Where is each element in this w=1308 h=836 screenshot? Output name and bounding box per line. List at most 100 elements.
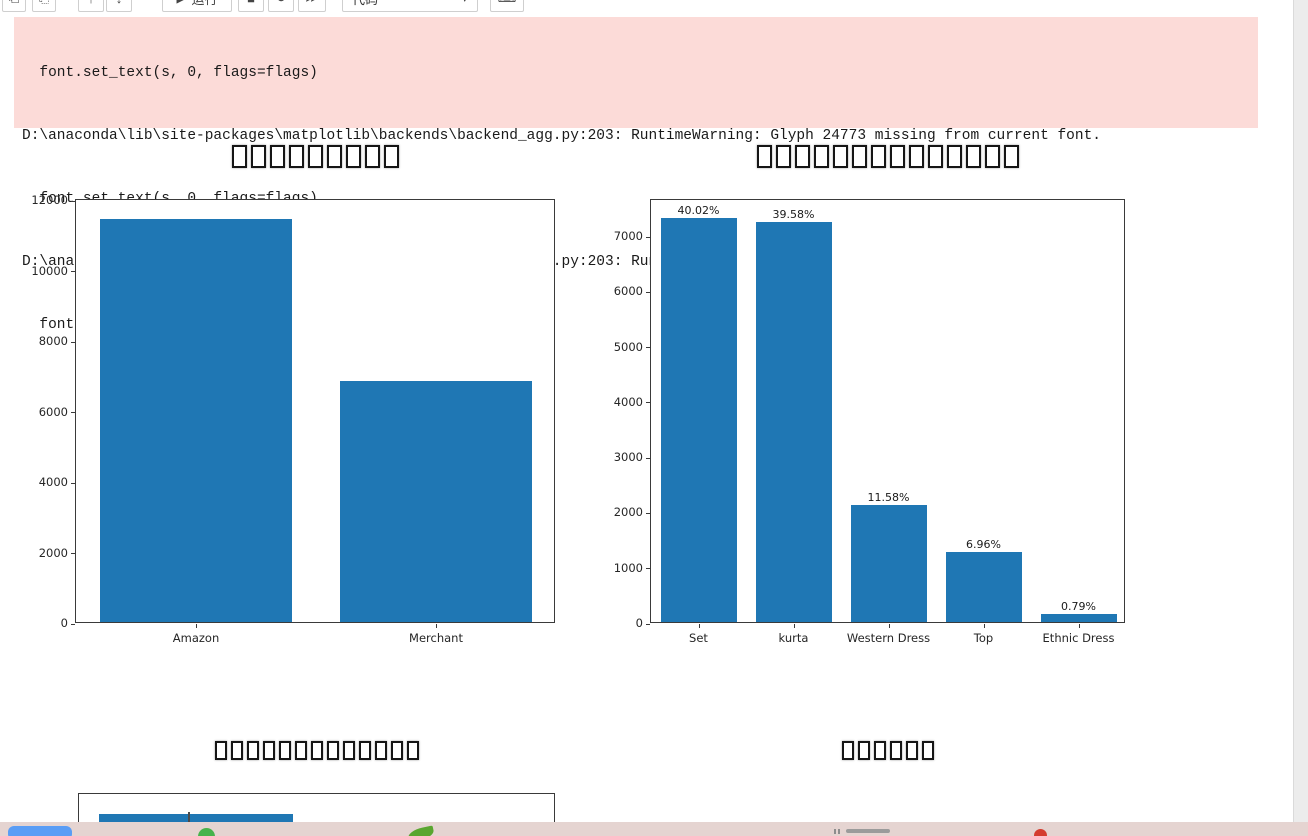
missing-glyph-box <box>326 740 339 760</box>
clipboard-button[interactable]: ⎗ <box>2 0 26 12</box>
x-tick-mark <box>698 624 700 628</box>
y-tick-label: 7000 <box>613 229 643 244</box>
y-tick-label: 4000 <box>38 475 68 490</box>
bar <box>100 219 292 622</box>
restart-run-all-button[interactable]: ≫ <box>298 0 326 12</box>
x-tick-label: Merchant <box>409 631 463 645</box>
bar-value-label: 11.58% <box>867 491 910 505</box>
move-cell-down-button[interactable]: ↓ <box>106 0 132 12</box>
missing-glyph-box <box>756 144 772 168</box>
missing-glyph-box <box>246 740 259 760</box>
missing-glyph-box <box>921 740 934 760</box>
missing-glyph-box <box>794 144 810 168</box>
missing-glyph-box <box>278 740 291 760</box>
y-tick-mark <box>646 291 650 293</box>
chart1-title-missing-glyphs <box>75 142 555 170</box>
bar <box>660 217 737 622</box>
bar <box>1040 614 1117 622</box>
y-tick-label: 1000 <box>613 560 643 575</box>
y-tick-label: 6000 <box>38 404 68 419</box>
missing-glyph-box <box>269 144 285 168</box>
chart2-title-missing-glyphs <box>650 142 1125 170</box>
bar <box>340 380 532 622</box>
missing-glyph-box <box>383 144 399 168</box>
y-tick-label: 0 <box>60 616 68 630</box>
missing-glyph-box <box>406 740 419 760</box>
notebook-toolbar: ⎗ ⎘ ↑ ↓ ▶ 运行 ■ ↻ ≫ 代码 ▾ ⌨ <box>0 0 1293 13</box>
bar <box>850 505 927 622</box>
x-tick-mark <box>888 624 890 628</box>
text-cursor <box>188 812 190 822</box>
bar-value-label: 6.96% <box>966 537 1001 551</box>
x-tick-label: Top <box>973 631 994 645</box>
stderr-output: font.set_text(s, 0, flags=flags) D:\anac… <box>14 17 1258 333</box>
y-tick-label: 3000 <box>613 450 643 465</box>
y-tick-mark <box>646 236 650 238</box>
y-tick-label: 2000 <box>613 505 643 520</box>
missing-glyph-box <box>905 740 918 760</box>
missing-glyph-box <box>307 144 323 168</box>
missing-glyph-box <box>775 144 791 168</box>
chart2-axes: 0 1000 2000 3000 4000 5000 6000 7000 Set 40.02% ku… <box>614 199 1125 645</box>
missing-glyph-box <box>364 144 380 168</box>
missing-glyph-box <box>214 740 227 760</box>
bar <box>945 551 1022 622</box>
missing-glyph-box <box>1003 144 1019 168</box>
missing-glyph-box <box>342 740 355 760</box>
move-cell-up-button[interactable]: ↑ <box>78 0 104 12</box>
x-tick-label: Set <box>689 631 708 645</box>
scrollbar-track[interactable] <box>1293 0 1308 836</box>
missing-glyph-box <box>889 144 905 168</box>
y-tick-mark <box>646 347 650 349</box>
missing-glyph-box <box>326 144 342 168</box>
taskbar-green-dot-app-icon[interactable] <box>198 828 215 836</box>
missing-glyph-box <box>345 144 361 168</box>
missing-glyph-box <box>358 740 371 760</box>
copy-icon: ⎘ <box>39 0 49 6</box>
y-tick-label: 4000 <box>613 394 643 409</box>
x-tick-label: Amazon <box>172 631 220 645</box>
missing-glyph-box <box>841 740 854 760</box>
run-button-label: 运行 <box>191 0 217 8</box>
cell-type-select[interactable]: 代码 ▾ <box>342 0 478 12</box>
missing-glyph-box <box>908 144 924 168</box>
taskbar-red-dot-app-icon[interactable] <box>1034 829 1047 836</box>
x-tick-label: Western Dress <box>846 631 931 645</box>
stop-button[interactable]: ■ <box>238 0 264 12</box>
arrow-up-icon: ↑ <box>88 0 95 6</box>
fast-forward-icon: ≫ <box>305 0 319 6</box>
bar-value-label: 40.02% <box>677 203 720 217</box>
taskbar-gray-window-app-icon[interactable] <box>834 829 890 834</box>
y-tick-mark <box>646 623 650 625</box>
chart3-title-missing-glyphs <box>78 738 555 762</box>
missing-glyph-box <box>965 144 981 168</box>
missing-glyph-box <box>390 740 403 760</box>
chart1-axes: 0 2000 4000 6000 8000 10000 12000 Amazon Merchan… <box>31 193 555 645</box>
missing-glyph-box <box>851 144 867 168</box>
restart-kernel-button[interactable]: ↻ <box>268 0 294 12</box>
missing-glyph-box <box>927 144 943 168</box>
missing-glyph-box <box>889 740 902 760</box>
stderr-line: D:\anaconda\lib\site-packages\matplotlib… <box>22 128 1101 144</box>
x-tick-mark <box>1078 624 1080 628</box>
cell-type-value: 代码 <box>352 0 379 8</box>
run-button[interactable]: ▶ 运行 <box>162 0 232 12</box>
bar-value-label: 39.58% <box>772 208 815 222</box>
x-tick-mark <box>793 624 795 628</box>
y-tick-mark <box>71 200 75 202</box>
y-tick-label: 6000 <box>613 284 643 299</box>
y-tick-label: 8000 <box>38 334 68 349</box>
missing-glyph-box <box>832 144 848 168</box>
taskbar-blue-app-icon[interactable] <box>8 826 72 836</box>
command-palette-button[interactable]: ⌨ <box>490 0 524 12</box>
y-tick-mark <box>71 553 75 554</box>
missing-glyph-box <box>870 144 886 168</box>
y-tick-label: 5000 <box>613 339 643 354</box>
y-tick-label: 0 <box>635 616 643 630</box>
x-tick-label: Ethnic Dress <box>1042 631 1115 645</box>
y-tick-mark <box>646 512 650 514</box>
taskbar-green-leaf-app-icon[interactable] <box>407 825 435 836</box>
y-tick-mark <box>71 271 75 273</box>
stderr-line: font.set_text(s, 0, flags=flags) <box>22 65 318 81</box>
copy-button[interactable]: ⎘ <box>32 0 56 12</box>
